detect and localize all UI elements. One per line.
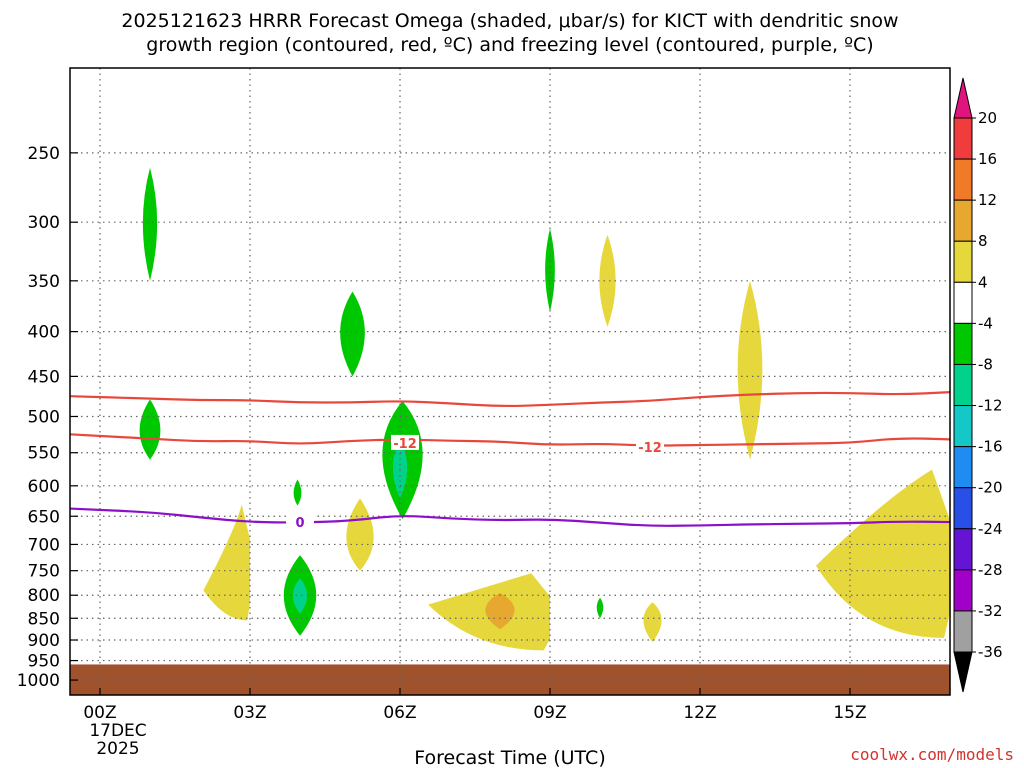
dgz-lower-bound-label-bg-1 (636, 439, 664, 455)
omega-shaded-regions (139, 167, 950, 651)
colorbar-bin-5 (953, 281, 973, 324)
temperature-contours: -12 -12 0 (70, 391, 950, 531)
descent-10h-upper (599, 234, 616, 327)
chart-title-line-2: growth region (contoured, red, ºC) and f… (146, 34, 873, 56)
x-tick-label-03Z: 03Z (233, 703, 266, 723)
colorbar-label-9: -20 (978, 479, 1003, 497)
colorbar-bin-7 (953, 363, 973, 407)
colorbar: 20 16 12 8 4 -4 -8 -12 -16 -20 -24 -28 -32 -36 (953, 77, 1003, 693)
colorbar-label-7: -12 (978, 397, 1003, 415)
y-tick-label-300: 300 (28, 213, 60, 233)
chart-title-line-1: 2025121623 HRRR Forecast Omega (shaded, … (121, 10, 898, 32)
colorbar-bin-2 (953, 158, 973, 201)
descent-8h-low-core (485, 592, 515, 630)
ascent-4h-small (293, 479, 302, 506)
x-axis: 00Z 03Z 06Z 09Z 12Z 15Z (83, 688, 867, 723)
colorbar-bin-3 (953, 199, 973, 242)
y-tick-label-900: 900 (28, 631, 60, 651)
y-tick-label-850: 850 (28, 609, 60, 629)
colorbar-label-12: -32 (978, 602, 1003, 620)
x-tick-label-00Z: 00Z (83, 703, 116, 723)
dgz-lower-bound-label-0: -12 (393, 437, 417, 452)
ascent-1h-upper (142, 167, 158, 281)
freezing-level-label-bg-0 (286, 514, 314, 530)
freezing-level-label-0: 0 (295, 516, 304, 531)
colorbar-label-3: 8 (978, 232, 988, 250)
colorbar-bin-8 (953, 405, 973, 448)
y-tick-label-500: 500 (28, 407, 60, 427)
y-tick-label-700: 700 (28, 535, 60, 555)
descent-16h-low (816, 469, 950, 638)
y-tick-label-1000: 1000 (17, 671, 60, 691)
ascent-10h-tiny (596, 597, 604, 619)
plot-frame (69, 67, 951, 696)
ascent-1h-dgz (139, 399, 161, 460)
dgz-lower-bound-label-1: -12 (638, 441, 662, 456)
y-tick-label-950: 950 (28, 652, 60, 672)
y-tick-label-550: 550 (28, 444, 60, 464)
ascent-5h-mid (340, 291, 365, 377)
colorbar-label-11: -28 (978, 561, 1003, 579)
ascent-9h-upper (545, 228, 555, 313)
ascent-6h-dgz-core (392, 438, 408, 499)
x-tick-label-09Z: 09Z (533, 703, 566, 723)
y-tick-label-450: 450 (28, 367, 60, 387)
x-tick-label-15Z: 15Z (833, 703, 866, 723)
colorbar-label-8: -16 (978, 438, 1003, 456)
dgz-lower-bound-line (70, 433, 950, 447)
colorbar-label-4: 4 (978, 273, 988, 291)
y-tick-label-350: 350 (28, 272, 60, 292)
colorbar-bin-11 (953, 528, 973, 571)
x-axis-title: Forecast Time (UTC) (414, 747, 605, 768)
descent-13h (737, 280, 763, 460)
y-tick-label-750: 750 (28, 562, 60, 582)
y-tick-label-250: 250 (28, 144, 60, 164)
colorbar-bin-12 (953, 569, 973, 612)
colorbar-label-13: -36 (978, 643, 1003, 661)
x-date-line-1: 17DEC (89, 721, 146, 741)
dgz-lower-bound-label-bg-0 (391, 434, 419, 450)
colorbar-bin-6 (953, 322, 973, 365)
colorbar-label-1: 16 (978, 150, 997, 168)
y-tick-label-400: 400 (28, 323, 60, 343)
y-tick-label-650: 650 (28, 507, 60, 527)
x-tick-label-06Z: 06Z (383, 703, 416, 723)
y-tick-label-800: 800 (28, 586, 60, 606)
colorbar-label-5: -4 (978, 314, 993, 332)
dgz-upper-bound-line (70, 391, 950, 408)
y-axis: 2503003504004505005506006507007508008509… (17, 144, 78, 691)
colorbar-top-arrow (953, 77, 973, 119)
freezing-level-line (70, 507, 950, 527)
descent-5h (346, 498, 374, 571)
y-tick-label-600: 600 (28, 477, 60, 497)
colorbar-bottom-arrow (953, 651, 973, 693)
gridlines (70, 68, 950, 695)
colorbar-bin-10 (953, 487, 973, 530)
colorbar-label-6: -8 (978, 355, 993, 373)
colorbar-label-0: 20 (978, 109, 997, 127)
colorbar-bin-13 (953, 610, 973, 653)
ascent-4h-low-core (292, 578, 308, 614)
descent-11h-low (643, 602, 662, 643)
x-date-line-2: 2025 (96, 739, 139, 759)
descent-2h-low (203, 504, 250, 621)
colorbar-bin-1 (953, 117, 973, 160)
colorbar-bin-9 (953, 446, 973, 489)
colorbar-label-2: 12 (978, 191, 997, 209)
credit-text: coolwx.com/models (850, 745, 1014, 764)
colorbar-bin-4 (953, 240, 973, 283)
x-tick-label-12Z: 12Z (683, 703, 716, 723)
colorbar-label-10: -24 (978, 520, 1003, 538)
